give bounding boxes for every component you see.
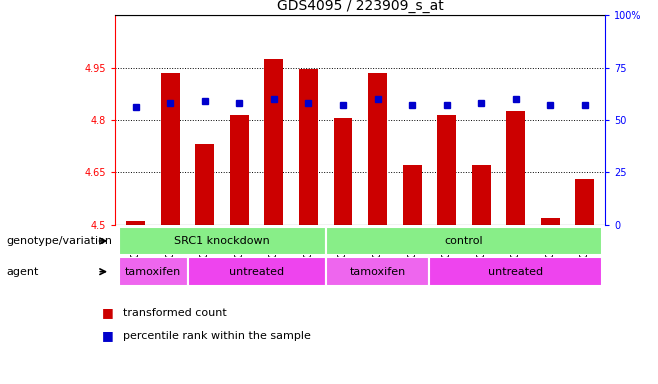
Text: transformed count: transformed count	[123, 308, 227, 318]
Text: tamoxifen: tamoxifen	[349, 266, 405, 277]
Bar	[541, 218, 559, 225]
Bar	[334, 118, 353, 225]
Title: GDS4095 / 223909_s_at: GDS4095 / 223909_s_at	[277, 0, 443, 13]
Text: control: control	[445, 236, 483, 246]
Text: ■: ■	[102, 306, 114, 319]
Text: SRC1 knockdown: SRC1 knockdown	[174, 236, 270, 246]
Bar	[326, 227, 602, 255]
Bar	[126, 221, 145, 225]
Bar	[195, 144, 215, 225]
Bar	[437, 115, 456, 225]
Text: ■: ■	[102, 329, 114, 343]
Bar	[472, 166, 491, 225]
Bar	[230, 115, 249, 225]
Bar	[368, 73, 387, 225]
Bar	[118, 257, 188, 286]
Text: untreated: untreated	[229, 266, 284, 277]
Bar	[265, 59, 284, 225]
Bar	[188, 257, 326, 286]
Bar	[506, 111, 525, 225]
Bar	[299, 70, 318, 225]
Bar	[118, 227, 326, 255]
Text: percentile rank within the sample: percentile rank within the sample	[123, 331, 311, 341]
Bar	[403, 166, 422, 225]
Text: untreated: untreated	[488, 266, 543, 277]
Bar	[161, 73, 180, 225]
Text: genotype/variation: genotype/variation	[7, 236, 113, 246]
Bar	[575, 179, 594, 225]
Bar	[326, 257, 429, 286]
Text: tamoxifen: tamoxifen	[125, 266, 181, 277]
Bar	[429, 257, 602, 286]
Text: agent: agent	[7, 266, 39, 277]
